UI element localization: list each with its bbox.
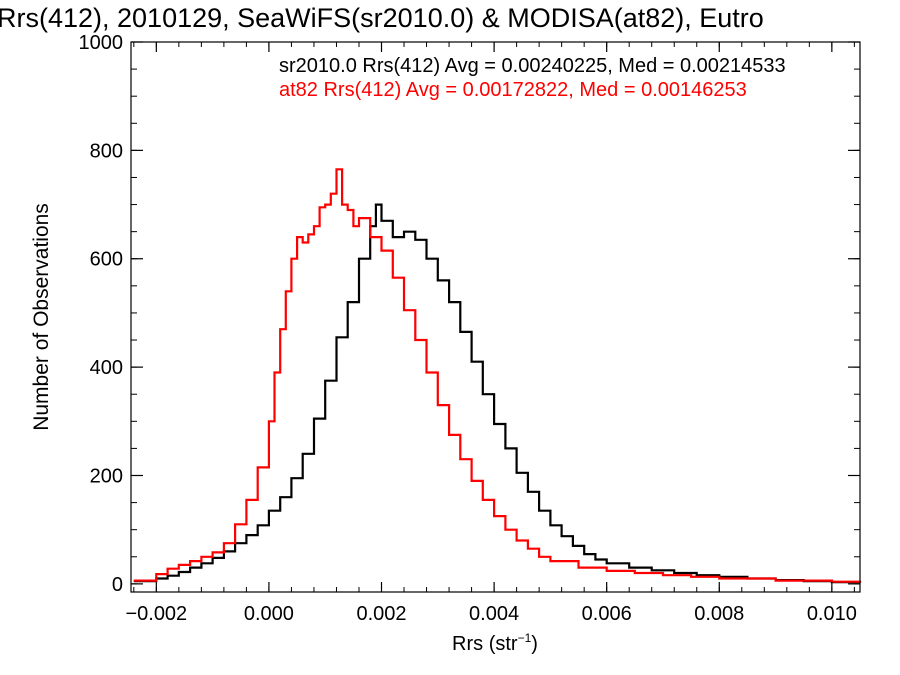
x-axis-label-superscript: −1 [518,631,532,645]
x-tick-label: 0.008 [694,603,744,625]
y-tick-label: 1000 [79,32,124,54]
plot-series [133,168,862,584]
plot-frame [130,41,861,593]
y-tick-label: 600 [90,249,123,271]
x-tick-label: 0.010 [807,603,857,625]
x-axis: −0.002 0.000 0.002 0.004 0.006 0.008 0.010 [125,42,857,625]
x-axis-label: Rrs (str−1) [452,631,538,655]
y-tick-label: 400 [90,357,123,379]
x-tick-label: 0.004 [469,603,519,625]
series-line-at82 [133,168,862,583]
legend: sr2010.0 Rrs(412) Avg = 0.00240225, Med … [279,55,786,101]
x-axis-label-close: ) [531,633,538,655]
legend-entry-at82: at82 Rrs(412) Avg = 0.00172822, Med = 0.… [279,79,747,101]
y-tick-label: 800 [90,140,123,162]
legend-entry-sr2010: sr2010.0 Rrs(412) Avg = 0.00240225, Med … [279,55,786,77]
y-axis-label: Number of Observations [30,203,53,431]
y-tick-label: 0 [112,574,123,596]
x-axis-label-main: Rrs (str [452,633,518,655]
y-axis: 0 200 400 600 800 1000 [79,32,860,596]
x-tick-label: 0.000 [244,603,294,625]
x-tick-label: 0.002 [356,603,406,625]
x-tick-label: −0.002 [125,603,187,625]
x-tick-label: 0.006 [582,603,632,625]
chart-title: Rrs(412), 2010129, SeaWiFS(sr2010.0) & M… [0,3,764,33]
series-line-sr20100 [133,203,862,584]
y-tick-label: 200 [90,465,123,487]
